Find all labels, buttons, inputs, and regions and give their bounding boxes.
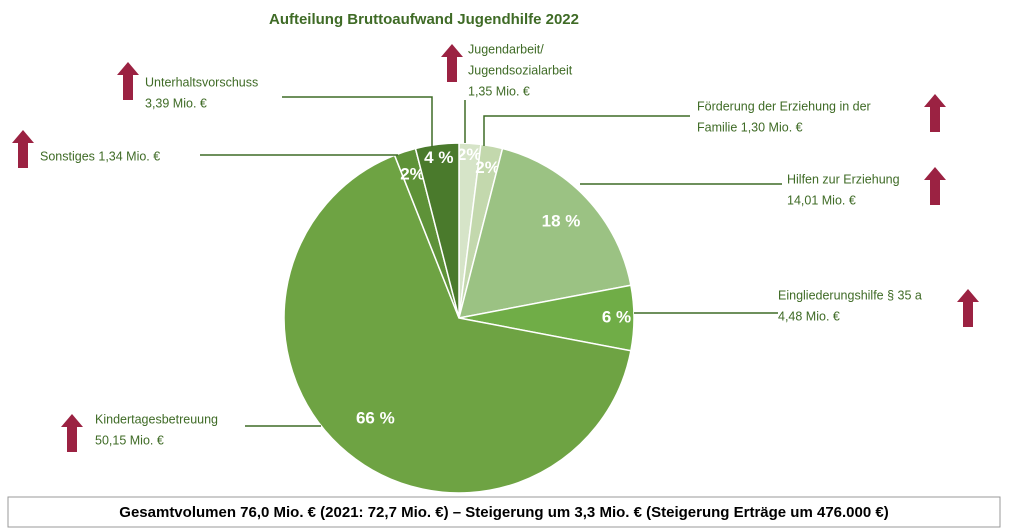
up-arrow	[924, 167, 946, 205]
chart-title: Aufteilung Bruttoaufwand Jugendhilfe 202…	[269, 11, 579, 28]
slice-label: 4,48 Mio. €	[778, 309, 840, 323]
slice-value-label: 2%	[475, 158, 500, 177]
slice-value-label: 2%	[457, 145, 482, 164]
footer: Gesamtvolumen 76,0 Mio. € (2021: 72,7 Mi…	[119, 504, 888, 521]
slice-value-label: 2%	[400, 164, 425, 183]
slice-label: Jugendsozialarbeit	[468, 63, 573, 77]
up-arrow	[924, 94, 946, 132]
slice-label: 1,35 Mio. €	[468, 84, 530, 98]
up-arrow	[441, 44, 463, 82]
slice-label: Eingliederungshilfe § 35 a	[778, 288, 922, 302]
up-arrow	[61, 414, 83, 452]
slice-label: Unterhaltsvorschuss	[145, 75, 258, 89]
slice-value-label: 6 %	[602, 307, 631, 326]
slice-label: 50,15 Mio. €	[95, 433, 164, 447]
slice-value-label: 4 %	[424, 148, 453, 167]
slice-label: Familie 1,30 Mio. €	[697, 120, 803, 134]
pie-slice	[414, 142, 460, 319]
slice-label: Kindertagesbetreuung	[95, 412, 218, 426]
slice-label: Sonstiges 1,34 Mio. €	[40, 149, 160, 163]
slice-label: Jugendarbeit/	[468, 42, 544, 56]
slice-value-label: 66 %	[356, 409, 395, 428]
up-arrow	[957, 289, 979, 327]
slice-label: Förderung der Erziehung in der	[697, 99, 871, 113]
slice-label: Hilfen zur Erziehung	[787, 172, 900, 186]
pie-slice	[457, 147, 632, 319]
leader-line	[483, 115, 690, 146]
slice-value-label: 18 %	[542, 212, 581, 231]
slice-label: 14,01 Mio. €	[787, 193, 856, 207]
footer-box	[7, 496, 1001, 528]
slice-label: 3,39 Mio. €	[145, 96, 207, 110]
leader-line	[282, 96, 433, 147]
pie-slice	[283, 154, 632, 494]
up-arrow	[12, 130, 34, 168]
up-arrow	[117, 62, 139, 100]
